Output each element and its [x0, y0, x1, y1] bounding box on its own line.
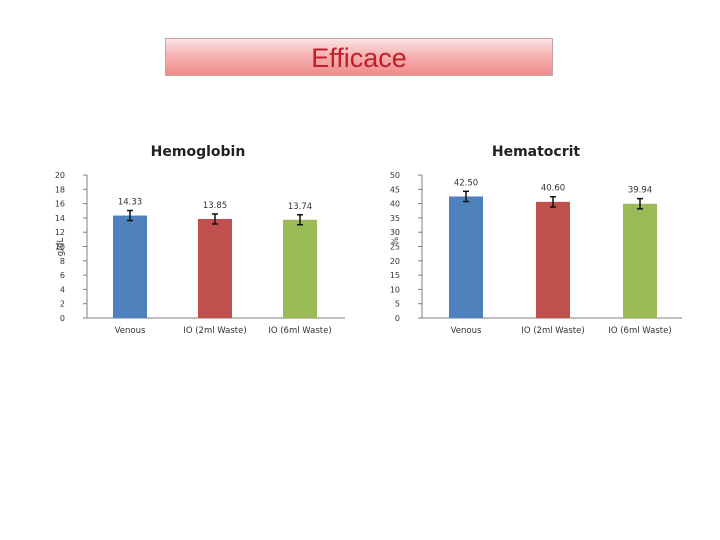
y-tick-label: 0 — [395, 314, 400, 323]
y-tick-label: 35 — [390, 214, 400, 223]
data-label: 13.85 — [203, 201, 227, 211]
slide-title-banner: Efficace — [165, 38, 553, 76]
y-tick-label: 2 — [60, 300, 65, 309]
y-tick-label: 8 — [60, 257, 65, 266]
y-axis-label-1: % — [391, 237, 401, 245]
bar-1-1 — [536, 201, 570, 318]
category-label: IO (6ml Waste) — [608, 326, 671, 336]
category-label: IO (2ml Waste) — [183, 326, 246, 336]
category-label: IO (2ml Waste) — [521, 326, 584, 336]
slide-title: Efficace — [311, 43, 407, 73]
category-label: Venous — [451, 326, 482, 336]
bar-1-2 — [623, 203, 657, 318]
y-tick-label: 16 — [55, 200, 65, 209]
y-tick-label: 30 — [390, 228, 400, 237]
y-tick-label: 18 — [55, 185, 65, 194]
y-tick-label: 15 — [390, 271, 400, 280]
bar-1-0 — [449, 196, 483, 318]
y-tick-label: 14 — [55, 214, 65, 223]
bar-0-2 — [283, 219, 317, 318]
y-tick-label: 25 — [390, 243, 400, 252]
bar-0-0 — [113, 215, 147, 318]
data-label: 13.74 — [288, 202, 312, 212]
y-tick-label: 10 — [55, 243, 65, 252]
data-label: 14.33 — [118, 198, 142, 208]
category-label: Venous — [115, 326, 146, 336]
y-tick-label: 4 — [60, 285, 65, 294]
category-label: IO (6ml Waste) — [268, 326, 331, 336]
bar-0-1 — [198, 218, 232, 318]
y-tick-label: 50 — [390, 171, 400, 180]
y-tick-label: 45 — [390, 185, 400, 194]
y-tick-label: 0 — [60, 314, 65, 323]
data-label: 42.50 — [454, 178, 478, 188]
y-tick-label: 20 — [390, 257, 400, 266]
y-tick-label: 6 — [60, 271, 65, 280]
y-tick-label: 40 — [390, 200, 400, 209]
chart-title-0: Hemoglobin — [151, 144, 246, 160]
y-tick-label: 20 — [55, 171, 65, 180]
y-tick-label: 12 — [55, 228, 65, 237]
chart-title-1: Hematocrit — [492, 144, 581, 160]
y-tick-label: 10 — [390, 285, 400, 294]
data-label: 39.94 — [628, 186, 652, 196]
y-axis-label-0: g/dL — [56, 238, 66, 257]
y-tick-label: 5 — [395, 300, 400, 309]
data-label: 40.60 — [541, 184, 565, 194]
